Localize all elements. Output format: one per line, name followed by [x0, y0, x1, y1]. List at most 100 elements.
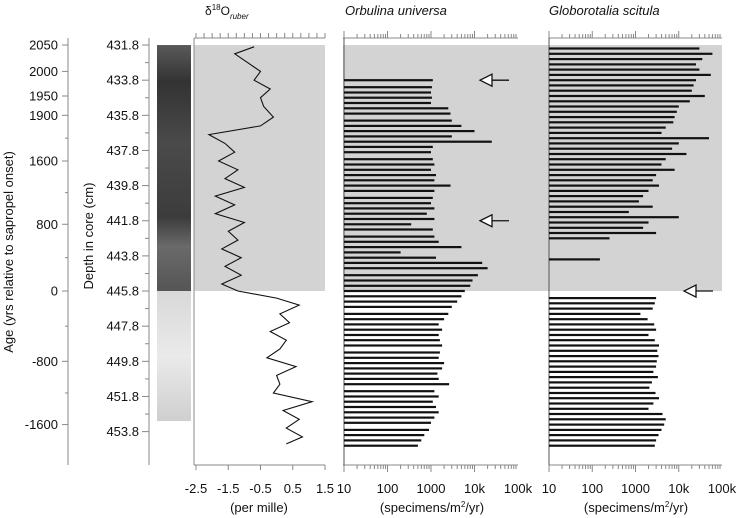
globorotalia-bar — [549, 397, 659, 400]
orbulina-bar — [344, 305, 452, 308]
age-tick-label: -1600 — [25, 417, 58, 432]
globorotalia-bar — [549, 147, 673, 150]
globorotalia-bar — [549, 179, 653, 182]
orbulina-bar — [344, 421, 431, 424]
orbulina-bar — [344, 295, 462, 298]
globorotalia-bar — [549, 307, 653, 310]
globorotalia-bar — [549, 333, 649, 337]
depth-tick-label: 435.8 — [106, 108, 139, 123]
orbulina-bar — [344, 107, 449, 110]
age-tick-label: 2050 — [29, 38, 58, 53]
orbulina-bar — [344, 439, 422, 442]
orbulina-bar — [344, 91, 431, 94]
orbulina-bar — [344, 416, 435, 419]
orbulina-title: Orbulina universa — [345, 3, 447, 18]
age-tick-label: 2000 — [29, 64, 58, 79]
orbulina-tick-label: 1000 — [417, 481, 446, 496]
orbulina-arrow-head — [478, 73, 493, 88]
orbulina-bar — [344, 344, 443, 347]
orbulina-bar — [344, 279, 473, 282]
d18o-panel: δ18Oruber (per mille) -2.5 -1.5 -0.5 0.5 1.5 — [185, 3, 334, 515]
orbulina-bar — [344, 86, 432, 89]
orbulina-bar — [344, 428, 429, 431]
globorotalia-bar — [549, 89, 692, 92]
orbulina-bar — [344, 135, 452, 138]
orbulina-panel: Orbulina universa (specimens/m2/yr) 10 10… — [337, 3, 533, 515]
globorotalia-bar — [549, 68, 700, 71]
globorotalia-bar — [549, 237, 610, 240]
depth-tick-label: 451.8 — [106, 389, 139, 404]
d18o-title: δ18Oruber — [205, 3, 249, 21]
orbulina-bar — [344, 112, 451, 115]
orbulina-bar — [344, 372, 438, 375]
orbulina-bar — [344, 362, 445, 365]
depth-tick-label: 441.8 — [106, 213, 139, 228]
globorotalia-bar — [549, 47, 700, 50]
age-tick-label: 800 — [36, 217, 58, 232]
globorotalia-bar — [549, 142, 679, 145]
globorotalia-bar — [549, 376, 658, 379]
orbulina-bar — [344, 312, 449, 315]
orbulina-bar — [344, 119, 452, 122]
age-tick-label: 1950 — [29, 88, 58, 103]
orbulina-bar — [344, 140, 492, 143]
globorotalia-bar — [549, 137, 709, 140]
d18o-xlabel: (per mille) — [230, 500, 288, 515]
orbulina-bar — [344, 124, 462, 127]
globorotalia-bar — [549, 231, 657, 235]
orbulina-bar — [344, 251, 401, 254]
globorotalia-bar — [549, 391, 656, 395]
globorotalia-tick-label: 1000 — [621, 481, 650, 496]
orbulina-bar — [344, 79, 433, 82]
globorotalia-bar — [549, 131, 662, 134]
depth-tick-label: 445.8 — [106, 284, 139, 299]
globorotalia-bar — [549, 221, 649, 224]
globorotalia-bar — [549, 402, 654, 405]
orbulina-bar — [344, 411, 439, 414]
orbulina-bar — [344, 168, 431, 171]
age-tick-label: 1900 — [29, 108, 58, 123]
orbulina-arrow-marker — [478, 73, 509, 88]
orbulina-bar — [344, 318, 445, 321]
orbulina-bar — [344, 96, 432, 99]
orbulina-bar — [344, 196, 433, 199]
depth-axis: Depth in core (cm) 431.8 433.8 435.8 437.8 4… — [81, 38, 150, 465]
orbulina-arrow-marker — [478, 213, 509, 228]
orbulina-bar — [344, 390, 435, 393]
globorotalia-bar — [549, 168, 675, 171]
orbulina-bar — [344, 235, 435, 238]
globorotalia-bar — [549, 100, 690, 103]
globorotalia-bar — [549, 423, 665, 426]
orbulina-bar — [344, 351, 440, 354]
globorotalia-bar — [549, 226, 644, 229]
globorotalia-bar — [549, 258, 600, 261]
orbulina-bar — [344, 289, 465, 293]
orbulina-bar — [344, 202, 431, 205]
orbulina-bar — [344, 377, 439, 380]
globorotalia-bar — [549, 52, 713, 55]
globorotalia-bar — [549, 216, 679, 219]
globorotalia-bar — [549, 163, 662, 166]
globorotalia-bar — [549, 407, 649, 410]
globorotalia-bar — [549, 339, 655, 342]
orbulina-tick-label: 10k — [464, 481, 485, 496]
globorotalia-bar — [549, 174, 657, 177]
globorotalia-bar — [549, 349, 658, 352]
orbulina-arrow-head — [478, 213, 493, 228]
orbulina-bar — [344, 163, 435, 166]
globorotalia-bar — [549, 323, 655, 326]
globorotalia-bar — [549, 434, 659, 437]
orbulina-bar — [344, 212, 427, 215]
depth-tick-label: 443.8 — [106, 248, 139, 263]
age-axis: Age (yrs relative to sapropel onset) 205… — [1, 38, 69, 465]
globorotalia-bar — [549, 152, 687, 156]
d18o-tick-label: -0.5 — [249, 481, 271, 496]
globorotalia-tick-label: 100 — [581, 481, 603, 496]
core-photo-dark-section — [157, 45, 191, 292]
globorotalia-bar — [549, 439, 657, 442]
orbulina-bar — [344, 328, 443, 331]
age-tick-label: 0 — [51, 284, 58, 299]
globorotalia-bar — [549, 365, 657, 368]
globorotalia-bar — [549, 444, 655, 447]
